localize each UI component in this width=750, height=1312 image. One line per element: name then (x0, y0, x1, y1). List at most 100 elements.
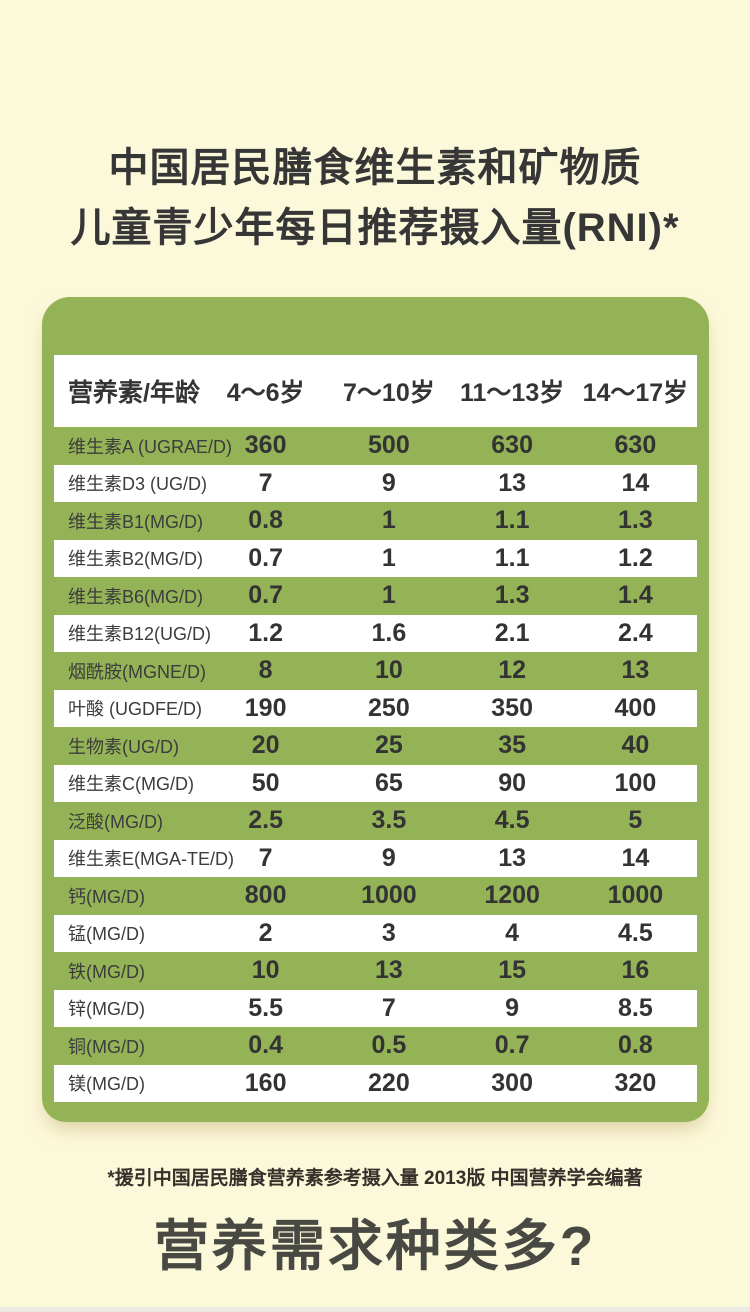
nutrient-value: 2 (258, 918, 273, 947)
nutrient-value: 4 (505, 918, 520, 947)
table-row: 生物素(UG/D) 20 25 35 40 (54, 727, 697, 765)
table-row: 维生素A (UGRAE/D) 360 500 630 630 (54, 427, 697, 465)
nutrient-value: 13 (621, 656, 650, 685)
nutrient-value: 9 (381, 843, 396, 872)
page-title-line1: 中国居民膳食维生素和矿物质 (108, 146, 642, 190)
nutrient-value: 1.2 (248, 618, 283, 647)
nutrient-value: 0.8 (617, 1031, 653, 1060)
table-row: 烟酰胺(MGNE/D) 8 10 12 13 (54, 652, 697, 690)
nutrient-value: 10 (251, 956, 280, 985)
nutrient-value: 50 (251, 768, 280, 797)
nutrient-value: 300 (491, 1068, 533, 1097)
header-age-7-10: 7～10岁 (343, 379, 435, 407)
nutrient-value: 13 (374, 956, 403, 985)
header-age-4-6: 4～6岁 (226, 379, 305, 407)
nutrient-label: 维生素B6(MG/D) (68, 586, 203, 607)
nutrient-value: 7 (381, 993, 396, 1022)
table-row: 锰(MG/D) 2 3 4 4.5 (54, 914, 697, 952)
rni-table: 营养素/年龄 4～6岁 7～10岁 11～13岁 14～17岁 维生素A (UG… (42, 297, 709, 1122)
nutrient-label: 维生素A (UGRAE/D) (68, 436, 233, 457)
nutrient-label: 铜(MG/D) (68, 1036, 145, 1057)
table-row: 维生素C(MG/D) 50 65 90 100 (54, 764, 697, 802)
nutrient-label: 锌(MG/D) (68, 999, 145, 1020)
nutrient-value: 5 (628, 806, 643, 835)
nutrient-value: 360 (244, 431, 287, 460)
source-footnote: *援引中国居民膳食营养素参考摄入量 2013版 中国营养学会编著 (107, 1168, 643, 1189)
nutrient-value: 1.6 (371, 618, 407, 647)
next-section-edge (0, 1307, 750, 1312)
nutrient-value: 8 (258, 656, 273, 685)
nutrient-value: 100 (614, 768, 657, 797)
nutrient-value: 1.4 (617, 581, 653, 610)
nutrient-value: 65 (374, 768, 403, 797)
table-rows: 维生素A (UGRAE/D) 360 500 630 630 维生素D3 (UG/D) 7 9… (54, 427, 697, 1102)
table-row: 维生素D3 (UG/D) 7 9 13 14 (54, 464, 697, 502)
nutrient-value: 630 (491, 431, 533, 460)
nutrient-value: 7 (258, 843, 273, 872)
nutrient-label: 维生素B2(MG/D) (68, 549, 203, 570)
nutrient-value: 0.5 (371, 1031, 407, 1060)
nutrient-value: 0.7 (248, 543, 283, 572)
nutrient-value: 220 (368, 1068, 410, 1097)
nutrient-value: 1.3 (494, 581, 530, 610)
table-row: 泛酸(MG/D) 2.5 3.5 4.5 5 (54, 802, 697, 840)
nutrient-value: 0.8 (248, 506, 283, 535)
nutrient-value: 3 (381, 918, 396, 947)
header-age-14-17: 14～17岁 (582, 379, 689, 407)
page-title: 中国居民膳食维生素和矿物质 儿童青少年每日推荐摄入量(RNI)* (0, 138, 750, 258)
nutrient-value: 14 (621, 468, 650, 497)
nutrient-label: 钙(MG/D) (68, 886, 145, 907)
nutrient-label: 铁(MG/D) (68, 961, 145, 982)
nutrient-value: 1.2 (617, 543, 653, 572)
nutrient-value: 1 (381, 581, 396, 610)
nutrient-value: 320 (614, 1068, 657, 1097)
table-row: 铁(MG/D) 10 13 15 16 (54, 952, 697, 990)
table-row: 维生素B2(MG/D) 0.7 1 1.1 1.2 (54, 539, 697, 577)
nutrient-value: 1.3 (617, 506, 653, 535)
nutrient-value: 40 (621, 731, 650, 760)
nutrient-value: 400 (614, 693, 657, 722)
table-header-row: 营养素/年龄 4～6岁 7～10岁 11～13岁 14～17岁 (54, 355, 697, 427)
header-age-11-13: 11～13岁 (460, 379, 565, 407)
nutrient-value: 500 (368, 431, 410, 460)
nutrient-value: 8.5 (617, 993, 653, 1022)
nutrient-value: 13 (498, 468, 527, 497)
nutrient-value: 4.5 (494, 806, 530, 835)
table-row: 维生素B12(UG/D) 1.2 1.6 2.1 2.4 (54, 614, 697, 652)
nutrient-value: 5.5 (248, 993, 283, 1022)
nutrient-value: 90 (498, 768, 527, 797)
nutrient-value: 3.5 (371, 806, 407, 835)
nutrient-value: 350 (491, 693, 533, 722)
nutrient-value: 16 (621, 956, 650, 985)
nutrient-label: 维生素D3 (UG/D) (68, 474, 207, 495)
nutrient-label: 维生素B12(UG/D) (68, 624, 212, 645)
nutrient-label: 泛酸(MG/D) (68, 811, 163, 832)
table-row: 镁(MG/D) 160 220 300 320 (54, 1064, 697, 1102)
nutrient-value: 35 (498, 731, 527, 760)
nutrient-value: 800 (244, 881, 287, 910)
section-heading: 营养需求种类多? (153, 1215, 597, 1277)
nutrient-value: 15 (498, 956, 527, 985)
nutrient-value: 14 (621, 843, 650, 872)
nutrient-value: 160 (244, 1068, 287, 1097)
nutrient-label: 维生素E(MGA-TE/D) (68, 849, 234, 870)
nutrient-label: 叶酸 (UGDFE/D) (68, 699, 202, 720)
nutrient-value: 1000 (607, 881, 664, 910)
page-title-line2: 儿童青少年每日推荐摄入量(RNI)* (70, 206, 680, 250)
nutrient-value: 0.4 (248, 1031, 283, 1060)
nutrient-value: 9 (381, 468, 396, 497)
nutrient-value: 1000 (361, 881, 417, 910)
nutrient-label: 镁(MG/D) (68, 1074, 145, 1095)
nutrient-label: 维生素C(MG/D) (68, 774, 194, 795)
nutrient-value: 10 (374, 656, 403, 685)
nutrient-value: 2.1 (494, 618, 530, 647)
nutrient-value: 630 (614, 431, 657, 460)
nutrient-value: 1 (381, 506, 396, 535)
nutrient-value: 0.7 (494, 1031, 530, 1060)
nutrient-value: 1 (381, 543, 396, 572)
nutrient-value: 20 (251, 731, 280, 760)
table-row: 叶酸 (UGDFE/D) 190 250 350 400 (54, 689, 697, 727)
table-row: 铜(MG/D) 0.4 0.5 0.7 0.8 (54, 1027, 697, 1065)
nutrient-label: 烟酰胺(MGNE/D) (68, 661, 206, 682)
